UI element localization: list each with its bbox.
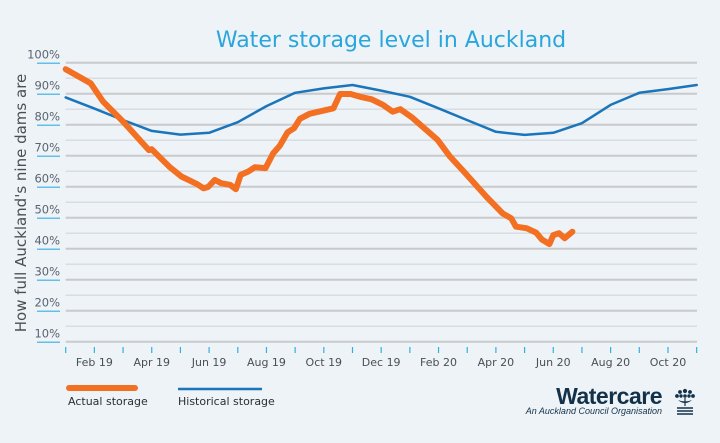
series-lines xyxy=(62,66,698,248)
historical-storage-line xyxy=(64,83,698,137)
legend-label-historical: Historical storage xyxy=(178,395,275,408)
x-tick-label: Apr 20 xyxy=(478,356,515,369)
y-tick-label: 50% xyxy=(34,203,60,217)
y-tick-label: 30% xyxy=(34,265,60,279)
y-tick-label: 20% xyxy=(34,296,60,310)
x-tick-label: Oct 19 xyxy=(306,356,343,369)
y-tick-label: 10% xyxy=(34,327,60,341)
y-tick-label: 60% xyxy=(34,172,60,186)
actual-storage-line xyxy=(62,66,576,248)
x-tick-label: Feb 20 xyxy=(420,356,457,369)
x-axis-ticks: Feb 19 Apr 19 Jun 19 Aug 19 Oct 19 Dec 19 Feb … xyxy=(65,347,698,369)
pohutukawa-icon xyxy=(675,388,695,415)
watercare-logo: Watercare An Auckland Council Organisati… xyxy=(525,383,695,416)
chart-title: Water storage level in Auckland xyxy=(216,28,566,53)
gridlines xyxy=(65,61,697,343)
y-tick-label: 90% xyxy=(34,79,60,93)
y-tick-label: 80% xyxy=(34,110,60,124)
x-tick-label: Jun 19 xyxy=(191,356,227,369)
x-tick-label: Aug 19 xyxy=(247,356,286,369)
y-tick-label: 70% xyxy=(34,141,60,155)
legend: Actual storage Historical storage xyxy=(66,385,275,408)
x-tick-label: Aug 20 xyxy=(591,356,630,369)
x-tick-label: Apr 19 xyxy=(133,356,170,369)
x-tick-label: Jun 20 xyxy=(535,356,571,369)
legend-label-actual: Actual storage xyxy=(68,395,148,408)
y-axis-label: How full Auckland's nine dams are xyxy=(12,74,30,333)
y-tick-label: 40% xyxy=(34,234,60,248)
x-tick-label: Dec 19 xyxy=(362,356,401,369)
y-axis-ticks: 100% 90% 80% 70% 60% 50% 40% 30% 20% 10% xyxy=(27,48,60,343)
logo-name: Watercare xyxy=(556,383,662,409)
logo-tagline: An Auckland Council Organisation xyxy=(525,406,662,416)
y-tick-label: 100% xyxy=(27,48,60,62)
x-tick-label: Feb 19 xyxy=(76,356,113,369)
x-tick-label: Oct 20 xyxy=(650,356,687,369)
